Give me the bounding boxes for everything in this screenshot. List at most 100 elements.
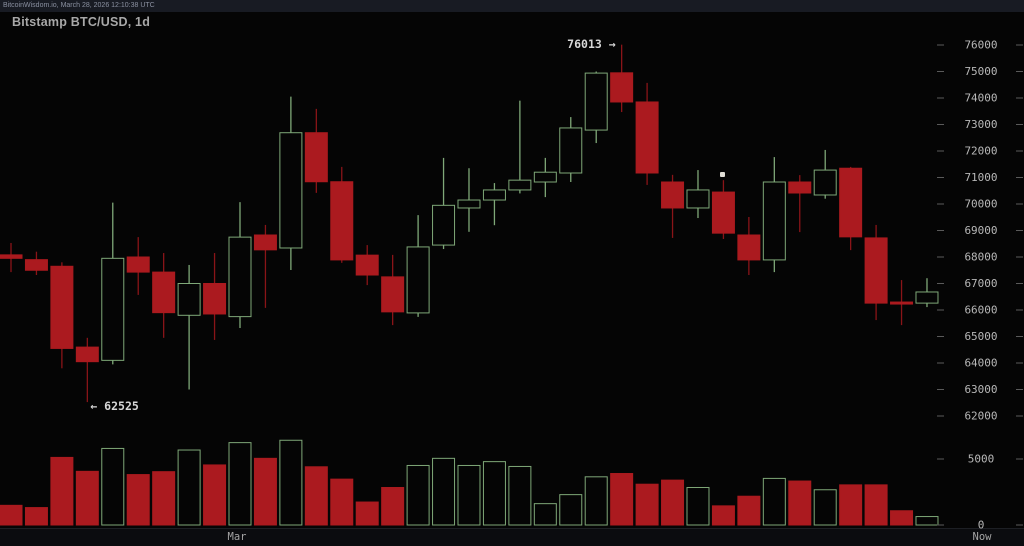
volume-bar xyxy=(152,471,176,526)
volume-bar xyxy=(330,478,354,526)
volume-bar xyxy=(457,464,481,526)
candle-body xyxy=(711,191,735,234)
volume-bar xyxy=(737,495,761,526)
volume-bar xyxy=(915,516,939,526)
volume-bar xyxy=(75,470,99,526)
mouse-cursor-dot xyxy=(720,172,725,177)
candle-body xyxy=(584,72,608,131)
candle-body xyxy=(737,234,761,261)
price-axis-label: 65000 xyxy=(964,330,997,343)
candle-body xyxy=(813,169,837,196)
volume-bar xyxy=(381,487,405,526)
candle-body xyxy=(50,265,74,349)
volume-bar xyxy=(203,464,227,526)
status-bar: BitcoinWisdom.io, March 28, 2026 12:10:3… xyxy=(0,0,1024,12)
candle-body xyxy=(432,204,456,246)
time-axis-label-mar: Mar xyxy=(227,531,247,543)
candle-body xyxy=(762,181,786,261)
volume-bar xyxy=(101,447,125,526)
candle-body xyxy=(508,179,532,191)
volume-bar xyxy=(126,474,150,526)
candle-body xyxy=(330,181,354,261)
volume-bar xyxy=(711,505,735,526)
candle-body xyxy=(635,101,659,174)
volume-bar xyxy=(890,510,914,526)
volume-bar xyxy=(559,494,583,526)
time-axis-label-now: Now xyxy=(972,531,992,543)
candle-body xyxy=(126,256,150,273)
price-axis-label: 75000 xyxy=(964,65,997,78)
candle-body xyxy=(304,132,328,183)
candle-body xyxy=(406,246,430,314)
candle-body xyxy=(24,259,48,271)
volume-bar xyxy=(50,456,74,526)
candle-body xyxy=(482,189,506,201)
candle-body xyxy=(152,271,176,314)
candle-body xyxy=(0,254,23,259)
volume-bar xyxy=(610,473,634,526)
price-axis-label: 62000 xyxy=(964,410,997,423)
volume-bar xyxy=(355,501,379,526)
volume-axis-label: 5000 xyxy=(968,453,995,466)
volume-bar xyxy=(686,487,710,526)
volume-bar xyxy=(661,479,685,526)
volume-bar xyxy=(762,477,786,526)
price-axis-label: 72000 xyxy=(964,145,997,158)
low-price-annotation: ← 62525 xyxy=(90,399,139,413)
price-axis-label: 69000 xyxy=(964,224,997,237)
candle-body xyxy=(661,181,685,209)
volume-bar xyxy=(228,442,252,526)
volume-bar xyxy=(253,457,277,526)
volume-bar xyxy=(788,480,812,526)
volume-bar xyxy=(406,464,430,526)
price-axis-label: 64000 xyxy=(964,357,997,370)
volume-bar xyxy=(432,457,456,526)
price-axis-label: 68000 xyxy=(964,251,997,264)
volume-bar xyxy=(635,483,659,526)
candle-body xyxy=(177,283,201,316)
price-axis-label: 73000 xyxy=(964,118,997,131)
candle-body xyxy=(610,72,634,103)
price-axis-label: 63000 xyxy=(964,383,997,396)
status-bar-text: BitcoinWisdom.io, March 28, 2026 12:10:3… xyxy=(3,2,155,9)
volume-bar xyxy=(482,461,506,526)
volume-bar xyxy=(584,476,608,526)
price-axis-label: 70000 xyxy=(964,198,997,211)
candle-body xyxy=(559,127,583,174)
candle-body xyxy=(533,171,557,183)
volume-axis-label: 0 xyxy=(978,519,985,532)
time-axis xyxy=(0,528,1024,546)
price-axis-label: 66000 xyxy=(964,304,997,317)
candle-body xyxy=(890,301,914,305)
high-price-annotation: 76013 → xyxy=(567,37,616,51)
volume-bar xyxy=(279,439,303,526)
candle-body xyxy=(101,257,125,361)
candle-body xyxy=(915,291,939,304)
volume-bar xyxy=(177,449,201,526)
candle-body xyxy=(253,234,277,251)
volume-bar xyxy=(839,484,863,526)
volume-bar xyxy=(533,503,557,526)
candle-body xyxy=(381,276,405,313)
volume-bar xyxy=(813,489,837,526)
candle-body xyxy=(355,254,379,276)
volume-bar xyxy=(508,465,532,526)
price-axis-label: 71000 xyxy=(964,171,997,184)
volume-bar xyxy=(0,504,23,526)
candle-body xyxy=(686,189,710,209)
volume-bar xyxy=(864,484,888,526)
candle-body xyxy=(228,236,252,318)
price-axis-label: 74000 xyxy=(964,92,997,105)
candle-body xyxy=(864,237,888,304)
price-axis-label: 67000 xyxy=(964,277,997,290)
candle-body xyxy=(279,132,303,249)
candle-body xyxy=(839,167,863,238)
candle-body xyxy=(203,283,227,315)
candle-body xyxy=(457,199,481,209)
chart-title: Bitstamp BTC/USD, 1d xyxy=(12,15,151,29)
volume-bar xyxy=(304,466,328,526)
candle-body xyxy=(788,181,812,194)
candle-body xyxy=(75,346,99,363)
